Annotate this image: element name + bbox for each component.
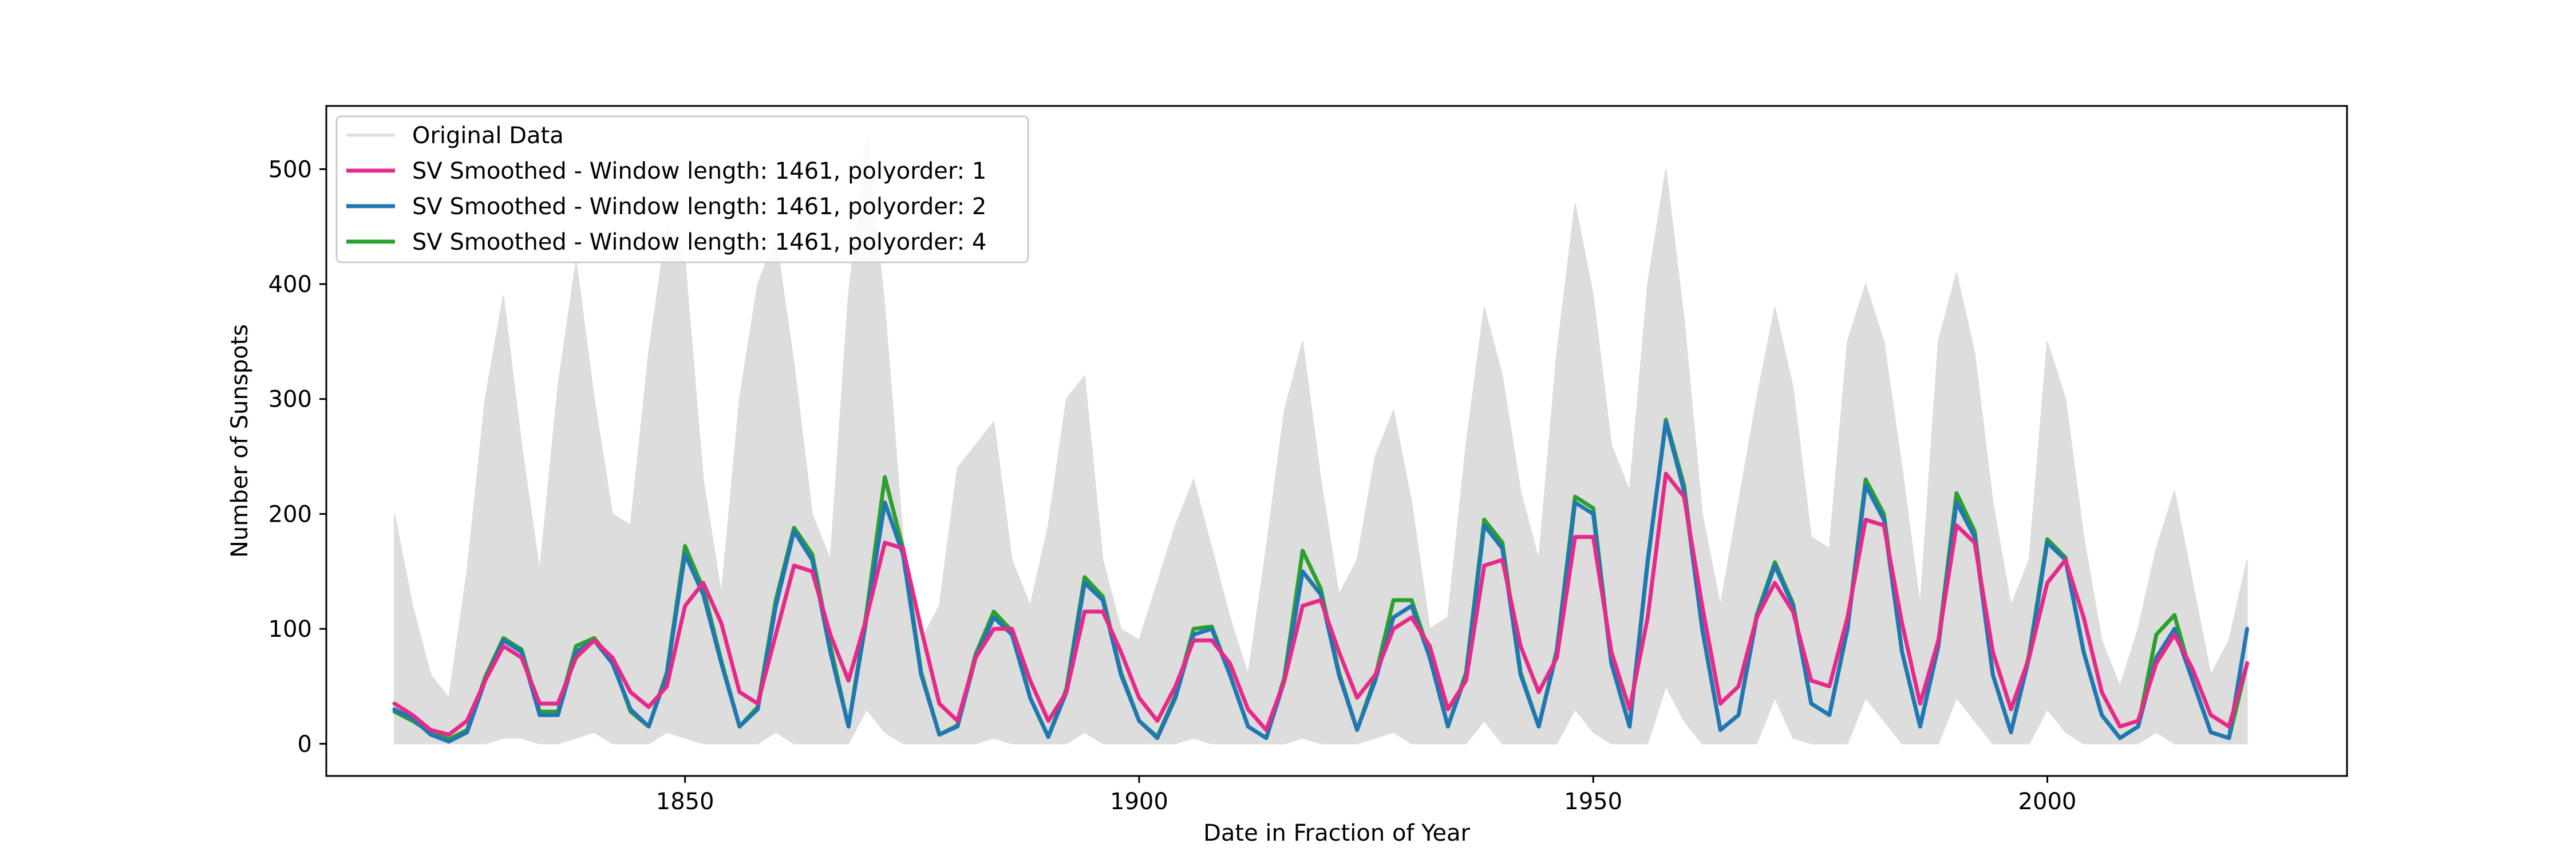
y-tick-label: 100 — [268, 616, 312, 643]
legend-label: SV Smoothed - Window length: 1461, polyo… — [412, 229, 986, 255]
y-axis-label: Number of Sunspots — [227, 324, 253, 558]
series-layer — [392, 135, 2249, 744]
x-tick-label: 1950 — [1564, 789, 1622, 815]
plot-frame — [325, 105, 2348, 777]
x-axis-label: Date in Fraction of Year — [1203, 820, 1470, 846]
y-axis-ticks: 0 100 200 300 400 500 — [268, 156, 326, 758]
x-tick-label: 1900 — [1110, 789, 1168, 815]
legend-box — [335, 115, 1029, 263]
legend-label: SV Smoothed - Window length: 1461, polyo… — [412, 194, 986, 220]
legend-item-sv-polyorder-1: SV Smoothed - Window length: 1461, polyo… — [346, 158, 986, 184]
y-tick-label: 300 — [268, 387, 312, 413]
y-tick-label: 0 — [298, 731, 312, 758]
legend-item-original-data: Original Data — [346, 123, 564, 149]
series-sv-polyorder-1 — [392, 471, 2249, 737]
legend-item-sv-polyorder-2: SV Smoothed - Window length: 1461, polyo… — [346, 194, 986, 220]
legend-label: SV Smoothed - Window length: 1461, polyo… — [412, 158, 986, 184]
x-tick-label: 1850 — [656, 789, 714, 815]
y-tick-label: 400 — [268, 271, 312, 298]
y-tick-label: 200 — [268, 501, 312, 527]
series-original-data — [394, 135, 2248, 744]
legend: Original Data SV Smoothed - Window length… — [335, 115, 1029, 263]
x-axis-ticks: 1850 1900 1950 2000 — [656, 776, 2077, 815]
y-tick-label: 500 — [268, 156, 312, 183]
x-tick-label: 2000 — [2018, 789, 2077, 815]
legend-items: Original Data SV Smoothed - Window length… — [346, 123, 986, 255]
legend-item-sv-polyorder-4: SV Smoothed - Window length: 1461, polyo… — [346, 229, 986, 255]
legend-label: Original Data — [412, 123, 564, 149]
